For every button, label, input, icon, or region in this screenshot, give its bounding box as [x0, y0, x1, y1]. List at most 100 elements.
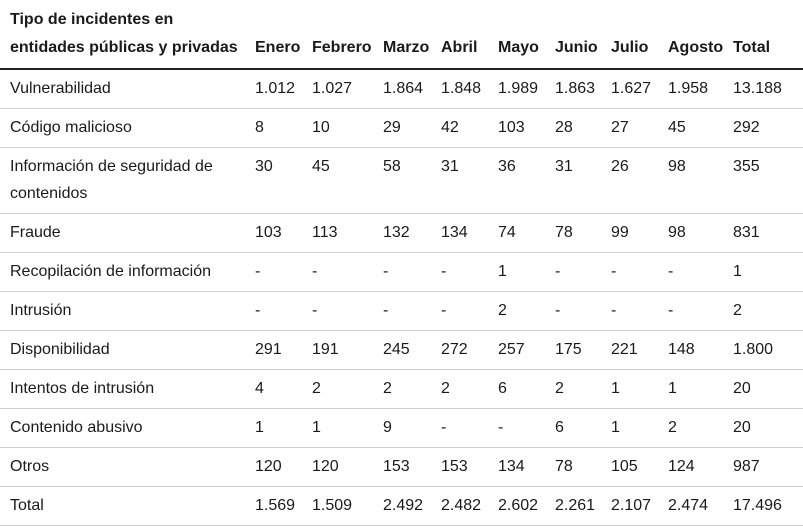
- cell-junio: 31: [545, 147, 601, 214]
- cell-mayo: 74: [488, 213, 545, 253]
- header-febrero: Febrero: [302, 0, 373, 70]
- cell-julio: 105: [601, 447, 658, 487]
- table-row: Código malicioso 8 10 29 42 103 28 27 45 292: [0, 108, 803, 148]
- cell-febrero: 45: [302, 147, 373, 214]
- cell-agosto: 1: [658, 369, 723, 409]
- cell-agosto: -: [658, 291, 723, 331]
- cell-marzo: 132: [373, 213, 431, 253]
- header-row: Tipo de incidentes en entidades públicas…: [0, 0, 803, 70]
- cell-mayo: 1: [488, 252, 545, 292]
- cell-incident-type: Información de seguridad de contenidos: [0, 147, 245, 214]
- cell-febrero: 2: [302, 369, 373, 409]
- cell-enero: -: [245, 252, 302, 292]
- header-total: Total: [723, 0, 803, 70]
- cell-total: 20: [723, 408, 803, 448]
- cell-enero: 4: [245, 369, 302, 409]
- cell-febrero: 1: [302, 408, 373, 448]
- cell-total: 13.188: [723, 69, 803, 109]
- cell-abril: -: [431, 252, 488, 292]
- table-row: Vulnerabilidad 1.012 1.027 1.864 1.848 1.989 1…: [0, 69, 803, 109]
- cell-junio: -: [545, 291, 601, 331]
- cell-total: 355: [723, 147, 803, 214]
- cell-febrero: -: [302, 291, 373, 331]
- cell-incident-type: Disponibilidad: [0, 330, 245, 370]
- cell-agosto: -: [658, 252, 723, 292]
- cell-enero: 291: [245, 330, 302, 370]
- cell-julio: 1: [601, 369, 658, 409]
- cell-mayo: 36: [488, 147, 545, 214]
- cell-agosto: 124: [658, 447, 723, 487]
- cell-enero: 103: [245, 213, 302, 253]
- cell-marzo: 1.864: [373, 69, 431, 109]
- cell-julio: 221: [601, 330, 658, 370]
- cell-mayo: 1.989: [488, 69, 545, 109]
- cell-abril: -: [431, 408, 488, 448]
- cell-junio: 28: [545, 108, 601, 148]
- cell-total: 987: [723, 447, 803, 487]
- cell-enero: 1.012: [245, 69, 302, 109]
- cell-abril: 2.482: [431, 486, 488, 526]
- table-body: Vulnerabilidad 1.012 1.027 1.864 1.848 1.989 1…: [0, 69, 803, 526]
- cell-mayo: 103: [488, 108, 545, 148]
- cell-enero: 1.569: [245, 486, 302, 526]
- cell-enero: 30: [245, 147, 302, 214]
- table-row: Fraude 103 113 132 134 74 78 99 98 831: [0, 213, 803, 253]
- cell-incident-type: Vulnerabilidad: [0, 69, 245, 109]
- cell-enero: 1: [245, 408, 302, 448]
- cell-mayo: -: [488, 408, 545, 448]
- cell-agosto: 98: [658, 213, 723, 253]
- cell-mayo: 2: [488, 291, 545, 331]
- table-row: Total 1.569 1.509 2.492 2.482 2.602 2.261 2.107…: [0, 486, 803, 526]
- cell-abril: 134: [431, 213, 488, 253]
- cell-febrero: 191: [302, 330, 373, 370]
- cell-total: 831: [723, 213, 803, 253]
- table-row: Intentos de intrusión 4 2 2 2 6 2 1 1 20: [0, 369, 803, 409]
- cell-agosto: 2: [658, 408, 723, 448]
- table-row: Otros 120 120 153 153 134 78 105 124 987: [0, 447, 803, 487]
- cell-total: 1: [723, 252, 803, 292]
- header-mayo: Mayo: [488, 0, 545, 70]
- cell-marzo: 29: [373, 108, 431, 148]
- cell-abril: 1.848: [431, 69, 488, 109]
- cell-marzo: -: [373, 252, 431, 292]
- header-abril: Abril: [431, 0, 488, 70]
- cell-marzo: 58: [373, 147, 431, 214]
- cell-mayo: 6: [488, 369, 545, 409]
- cell-febrero: 120: [302, 447, 373, 487]
- cell-julio: 1: [601, 408, 658, 448]
- cell-enero: 8: [245, 108, 302, 148]
- cell-abril: 2: [431, 369, 488, 409]
- cell-agosto: 98: [658, 147, 723, 214]
- cell-junio: 6: [545, 408, 601, 448]
- cell-junio: 1.863: [545, 69, 601, 109]
- cell-incident-type: Recopilación de información: [0, 252, 245, 292]
- cell-abril: -: [431, 291, 488, 331]
- cell-marzo: 2: [373, 369, 431, 409]
- header-julio: Julio: [601, 0, 658, 70]
- cell-marzo: 2.492: [373, 486, 431, 526]
- cell-junio: 2.261: [545, 486, 601, 526]
- cell-enero: -: [245, 291, 302, 331]
- cell-mayo: 257: [488, 330, 545, 370]
- cell-incident-type: Código malicioso: [0, 108, 245, 148]
- header-marzo: Marzo: [373, 0, 431, 70]
- table-row: Información de seguridad de contenidos 30…: [0, 147, 803, 214]
- cell-abril: 42: [431, 108, 488, 148]
- cell-total: 292: [723, 108, 803, 148]
- header-junio: Junio: [545, 0, 601, 70]
- cell-marzo: 153: [373, 447, 431, 487]
- cell-marzo: 245: [373, 330, 431, 370]
- cell-incident-type: Contenido abusivo: [0, 408, 245, 448]
- cell-junio: 78: [545, 213, 601, 253]
- table-row: Recopilación de información - - - -1- - -1: [0, 252, 803, 292]
- cell-julio: -: [601, 291, 658, 331]
- cell-agosto: 45: [658, 108, 723, 148]
- cell-julio: -: [601, 252, 658, 292]
- cell-junio: 78: [545, 447, 601, 487]
- cell-incident-type: Intentos de intrusión: [0, 369, 245, 409]
- cell-total: 2: [723, 291, 803, 331]
- cell-total: 17.496: [723, 486, 803, 526]
- cell-marzo: -: [373, 291, 431, 331]
- cell-abril: 31: [431, 147, 488, 214]
- cell-junio: 175: [545, 330, 601, 370]
